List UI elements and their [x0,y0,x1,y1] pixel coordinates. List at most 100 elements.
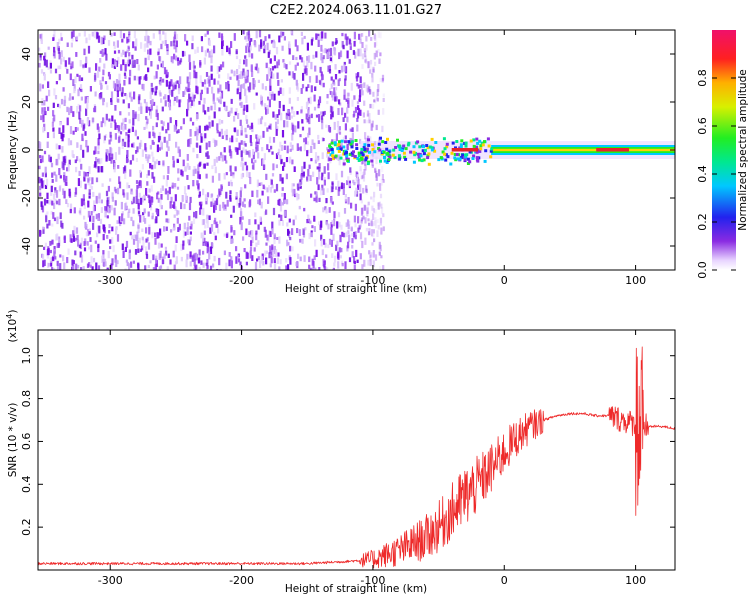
noise-cell [124,64,127,72]
noise-cell [188,93,191,100]
noise-cell [52,102,55,108]
signal-cell [370,159,374,163]
noise-cell [80,77,84,81]
noise-cell [156,209,159,215]
noise-cell [235,246,238,252]
noise-cell [40,115,43,121]
noise-cell [319,80,322,85]
noise-cell [280,214,283,221]
signal-cell [445,145,449,149]
noise-cell [203,97,206,104]
noise-cell [126,261,129,267]
noise-cell [298,229,301,236]
noise-cell [251,158,254,164]
noise-cell [307,169,310,177]
noise-cell [275,121,278,129]
noise-cell [147,49,150,55]
noise-cell [338,99,341,105]
noise-cell [133,59,136,68]
noise-cell [379,78,382,83]
noise-cell [336,120,340,128]
noise-cell [258,44,261,52]
noise-cell [337,126,340,134]
noise-cell [333,82,336,86]
noise-cell [189,251,192,257]
noise-cell [118,216,121,224]
noise-cell [378,58,381,64]
noise-cell [154,91,157,96]
noise-cell [97,151,100,155]
signal-cell [381,140,385,144]
signal-cell [425,144,429,147]
noise-cell [318,221,321,226]
noise-cell [191,43,194,50]
noise-cell [149,111,152,119]
noise-cell [108,208,111,214]
noise-cell [270,145,273,150]
noise-cell [243,83,246,89]
noise-cell [339,255,342,259]
x-tick-label: 100 [625,274,646,287]
noise-cell [277,59,280,66]
noise-cell [159,265,163,269]
noise-cell [173,36,176,43]
noise-cell [278,214,281,218]
noise-cell [94,146,97,154]
noise-cell [117,56,120,65]
noise-cell [354,223,357,228]
noise-cell [294,39,297,47]
noise-cell [174,206,177,211]
noise-cell [323,260,326,264]
noise-cell [356,101,360,105]
noise-cell [40,178,43,182]
signal-cell [385,161,389,164]
noise-cell [269,58,272,63]
noise-cell [124,75,127,79]
noise-cell [206,87,209,94]
noise-cell [289,257,292,265]
noise-cell [291,108,294,114]
noise-cell [74,250,77,256]
noise-cell [364,59,367,63]
noise-cell [155,109,158,117]
noise-cell [72,79,75,86]
noise-cell [152,131,155,137]
noise-cell [205,197,208,205]
noise-cell [203,57,206,65]
noise-cell [364,217,367,224]
noise-cell [80,254,84,263]
noise-cell [249,246,253,251]
noise-cell [48,263,51,267]
noise-cell [265,209,268,215]
noise-cell [326,152,329,158]
noise-cell [165,226,168,231]
noise-cell [223,147,226,153]
signal-cell [443,152,447,156]
noise-cell [347,176,350,181]
noise-cell [337,108,340,115]
noise-cell [281,193,284,197]
colorbar-ticks: 0.00.20.40.60.8 [696,69,736,279]
noise-cell [379,32,382,39]
signal-cell [472,144,476,148]
noise-cell [313,197,316,202]
noise-cell [256,258,259,262]
noise-cell [296,83,299,90]
noise-cell [151,232,154,239]
noise-cell [149,163,152,169]
noise-cell [307,132,310,138]
noise-cell [278,236,281,244]
signal-cell [345,154,349,158]
noise-cell [58,198,61,206]
noise-cell [241,157,244,161]
noise-cell [361,240,364,249]
noise-cell [204,241,207,247]
noise-cell [381,207,384,214]
noise-cell [99,218,103,224]
noise-cell [189,236,192,242]
noise-cell [143,76,146,81]
noise-cell [167,122,170,131]
noise-cell [145,30,148,38]
noise-cell [314,267,317,270]
noise-cell [363,204,366,211]
